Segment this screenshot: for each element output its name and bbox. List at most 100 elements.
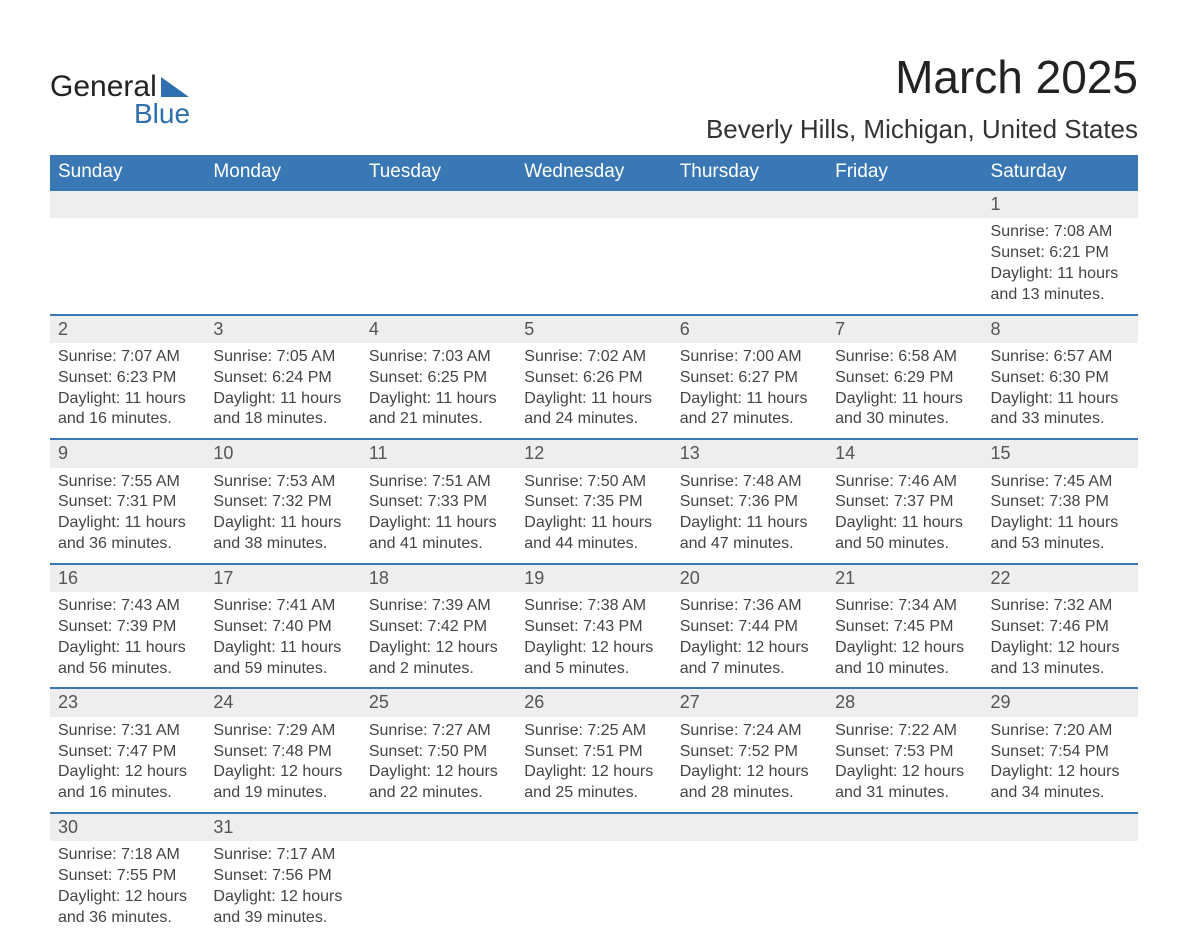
daylight-text-2: and 30 minutes.: [835, 409, 974, 430]
sunset-text: Sunset: 6:29 PM: [835, 368, 974, 389]
day-info-cell: Sunrise: 7:29 AMSunset: 7:48 PMDaylight:…: [205, 717, 360, 813]
day-number-cell: [516, 190, 671, 218]
day-info-cell: Sunrise: 7:05 AMSunset: 6:24 PMDaylight:…: [205, 343, 360, 439]
sunrise-text: Sunrise: 7:31 AM: [58, 721, 197, 742]
day-number-cell: [672, 813, 827, 841]
sunset-text: Sunset: 7:44 PM: [680, 617, 819, 638]
day-info-cell: Sunrise: 7:46 AMSunset: 7:37 PMDaylight:…: [827, 468, 982, 564]
logo-triangle-icon: [161, 77, 189, 97]
sunrise-text: Sunrise: 7:41 AM: [213, 596, 352, 617]
calendar-table: SundayMondayTuesdayWednesdayThursdayFrid…: [50, 155, 1138, 936]
sunset-text: Sunset: 7:39 PM: [58, 617, 197, 638]
daylight-text-1: Daylight: 12 hours: [58, 762, 197, 783]
day-info-cell: Sunrise: 7:24 AMSunset: 7:52 PMDaylight:…: [672, 717, 827, 813]
daylight-text-1: Daylight: 11 hours: [524, 389, 663, 410]
daylight-text-2: and 50 minutes.: [835, 534, 974, 555]
daylight-text-2: and 24 minutes.: [524, 409, 663, 430]
sunrise-text: Sunrise: 7:02 AM: [524, 347, 663, 368]
page-subtitle: Beverly Hills, Michigan, United States: [706, 114, 1138, 145]
day-number-cell: 31: [205, 813, 360, 841]
weekday-header: Friday: [827, 155, 982, 190]
daylight-text-2: and 27 minutes.: [680, 409, 819, 430]
day-number-cell: 2: [50, 315, 205, 343]
logo: General Blue: [50, 50, 190, 130]
daylight-text-2: and 44 minutes.: [524, 534, 663, 555]
daylight-text-2: and 47 minutes.: [680, 534, 819, 555]
sunset-text: Sunset: 7:35 PM: [524, 492, 663, 513]
daylight-text-1: Daylight: 12 hours: [213, 762, 352, 783]
day-number-cell: 21: [827, 564, 982, 592]
sunset-text: Sunset: 7:50 PM: [369, 742, 508, 763]
daylight-text-2: and 31 minutes.: [835, 783, 974, 804]
day-info-cell: Sunrise: 7:03 AMSunset: 6:25 PMDaylight:…: [361, 343, 516, 439]
sunset-text: Sunset: 6:30 PM: [991, 368, 1130, 389]
day-number-cell: 12: [516, 439, 671, 467]
daylight-text-1: Daylight: 11 hours: [213, 638, 352, 659]
sunset-text: Sunset: 7:53 PM: [835, 742, 974, 763]
day-info-row: Sunrise: 7:08 AMSunset: 6:21 PMDaylight:…: [50, 218, 1138, 314]
day-info-cell: Sunrise: 7:34 AMSunset: 7:45 PMDaylight:…: [827, 592, 982, 688]
day-number-cell: [672, 190, 827, 218]
daylight-text-1: Daylight: 11 hours: [58, 638, 197, 659]
daylight-text-1: Daylight: 11 hours: [680, 389, 819, 410]
sunrise-text: Sunrise: 7:24 AM: [680, 721, 819, 742]
daylight-text-2: and 19 minutes.: [213, 783, 352, 804]
day-info-cell: Sunrise: 7:36 AMSunset: 7:44 PMDaylight:…: [672, 592, 827, 688]
day-number-cell: 14: [827, 439, 982, 467]
sunset-text: Sunset: 7:46 PM: [991, 617, 1130, 638]
sunset-text: Sunset: 7:42 PM: [369, 617, 508, 638]
day-number-row: 3031: [50, 813, 1138, 841]
day-info-cell: Sunrise: 7:22 AMSunset: 7:53 PMDaylight:…: [827, 717, 982, 813]
day-number-cell: 26: [516, 688, 671, 716]
day-info-row: Sunrise: 7:55 AMSunset: 7:31 PMDaylight:…: [50, 468, 1138, 564]
day-number-cell: 20: [672, 564, 827, 592]
sunset-text: Sunset: 7:52 PM: [680, 742, 819, 763]
sunset-text: Sunset: 6:26 PM: [524, 368, 663, 389]
sunrise-text: Sunrise: 7:43 AM: [58, 596, 197, 617]
day-info-cell: Sunrise: 7:02 AMSunset: 6:26 PMDaylight:…: [516, 343, 671, 439]
sunrise-text: Sunrise: 7:46 AM: [835, 472, 974, 493]
sunrise-text: Sunrise: 7:53 AM: [213, 472, 352, 493]
sunset-text: Sunset: 7:37 PM: [835, 492, 974, 513]
weekday-header: Tuesday: [361, 155, 516, 190]
day-info-cell: [983, 841, 1138, 936]
day-info-cell: Sunrise: 7:51 AMSunset: 7:33 PMDaylight:…: [361, 468, 516, 564]
day-info-cell: Sunrise: 7:32 AMSunset: 7:46 PMDaylight:…: [983, 592, 1138, 688]
day-number-cell: 18: [361, 564, 516, 592]
day-number-cell: 29: [983, 688, 1138, 716]
daylight-text-1: Daylight: 12 hours: [213, 887, 352, 908]
daylight-text-1: Daylight: 11 hours: [213, 513, 352, 534]
daylight-text-2: and 16 minutes.: [58, 409, 197, 430]
day-info-cell: Sunrise: 7:27 AMSunset: 7:50 PMDaylight:…: [361, 717, 516, 813]
day-number-cell: 19: [516, 564, 671, 592]
sunset-text: Sunset: 7:55 PM: [58, 866, 197, 887]
sunset-text: Sunset: 6:24 PM: [213, 368, 352, 389]
daylight-text-2: and 41 minutes.: [369, 534, 508, 555]
day-info-cell: [672, 841, 827, 936]
day-info-cell: [205, 218, 360, 314]
daylight-text-2: and 2 minutes.: [369, 659, 508, 680]
sunrise-text: Sunrise: 7:55 AM: [58, 472, 197, 493]
sunrise-text: Sunrise: 7:07 AM: [58, 347, 197, 368]
sunrise-text: Sunrise: 7:34 AM: [835, 596, 974, 617]
sunrise-text: Sunrise: 7:05 AM: [213, 347, 352, 368]
sunrise-text: Sunrise: 7:48 AM: [680, 472, 819, 493]
sunset-text: Sunset: 7:54 PM: [991, 742, 1130, 763]
day-number-cell: 27: [672, 688, 827, 716]
sunrise-text: Sunrise: 7:32 AM: [991, 596, 1130, 617]
daylight-text-1: Daylight: 12 hours: [991, 638, 1130, 659]
day-info-cell: [516, 218, 671, 314]
daylight-text-1: Daylight: 11 hours: [58, 389, 197, 410]
day-info-cell: Sunrise: 7:48 AMSunset: 7:36 PMDaylight:…: [672, 468, 827, 564]
day-number-row: 23242526272829: [50, 688, 1138, 716]
day-number-cell: 15: [983, 439, 1138, 467]
weekday-header: Sunday: [50, 155, 205, 190]
day-info-cell: Sunrise: 7:18 AMSunset: 7:55 PMDaylight:…: [50, 841, 205, 936]
sunrise-text: Sunrise: 7:27 AM: [369, 721, 508, 742]
day-info-cell: Sunrise: 7:41 AMSunset: 7:40 PMDaylight:…: [205, 592, 360, 688]
daylight-text-1: Daylight: 11 hours: [835, 513, 974, 534]
day-info-cell: Sunrise: 7:50 AMSunset: 7:35 PMDaylight:…: [516, 468, 671, 564]
daylight-text-1: Daylight: 11 hours: [524, 513, 663, 534]
weekday-header-row: SundayMondayTuesdayWednesdayThursdayFrid…: [50, 155, 1138, 190]
day-info-cell: Sunrise: 7:53 AMSunset: 7:32 PMDaylight:…: [205, 468, 360, 564]
